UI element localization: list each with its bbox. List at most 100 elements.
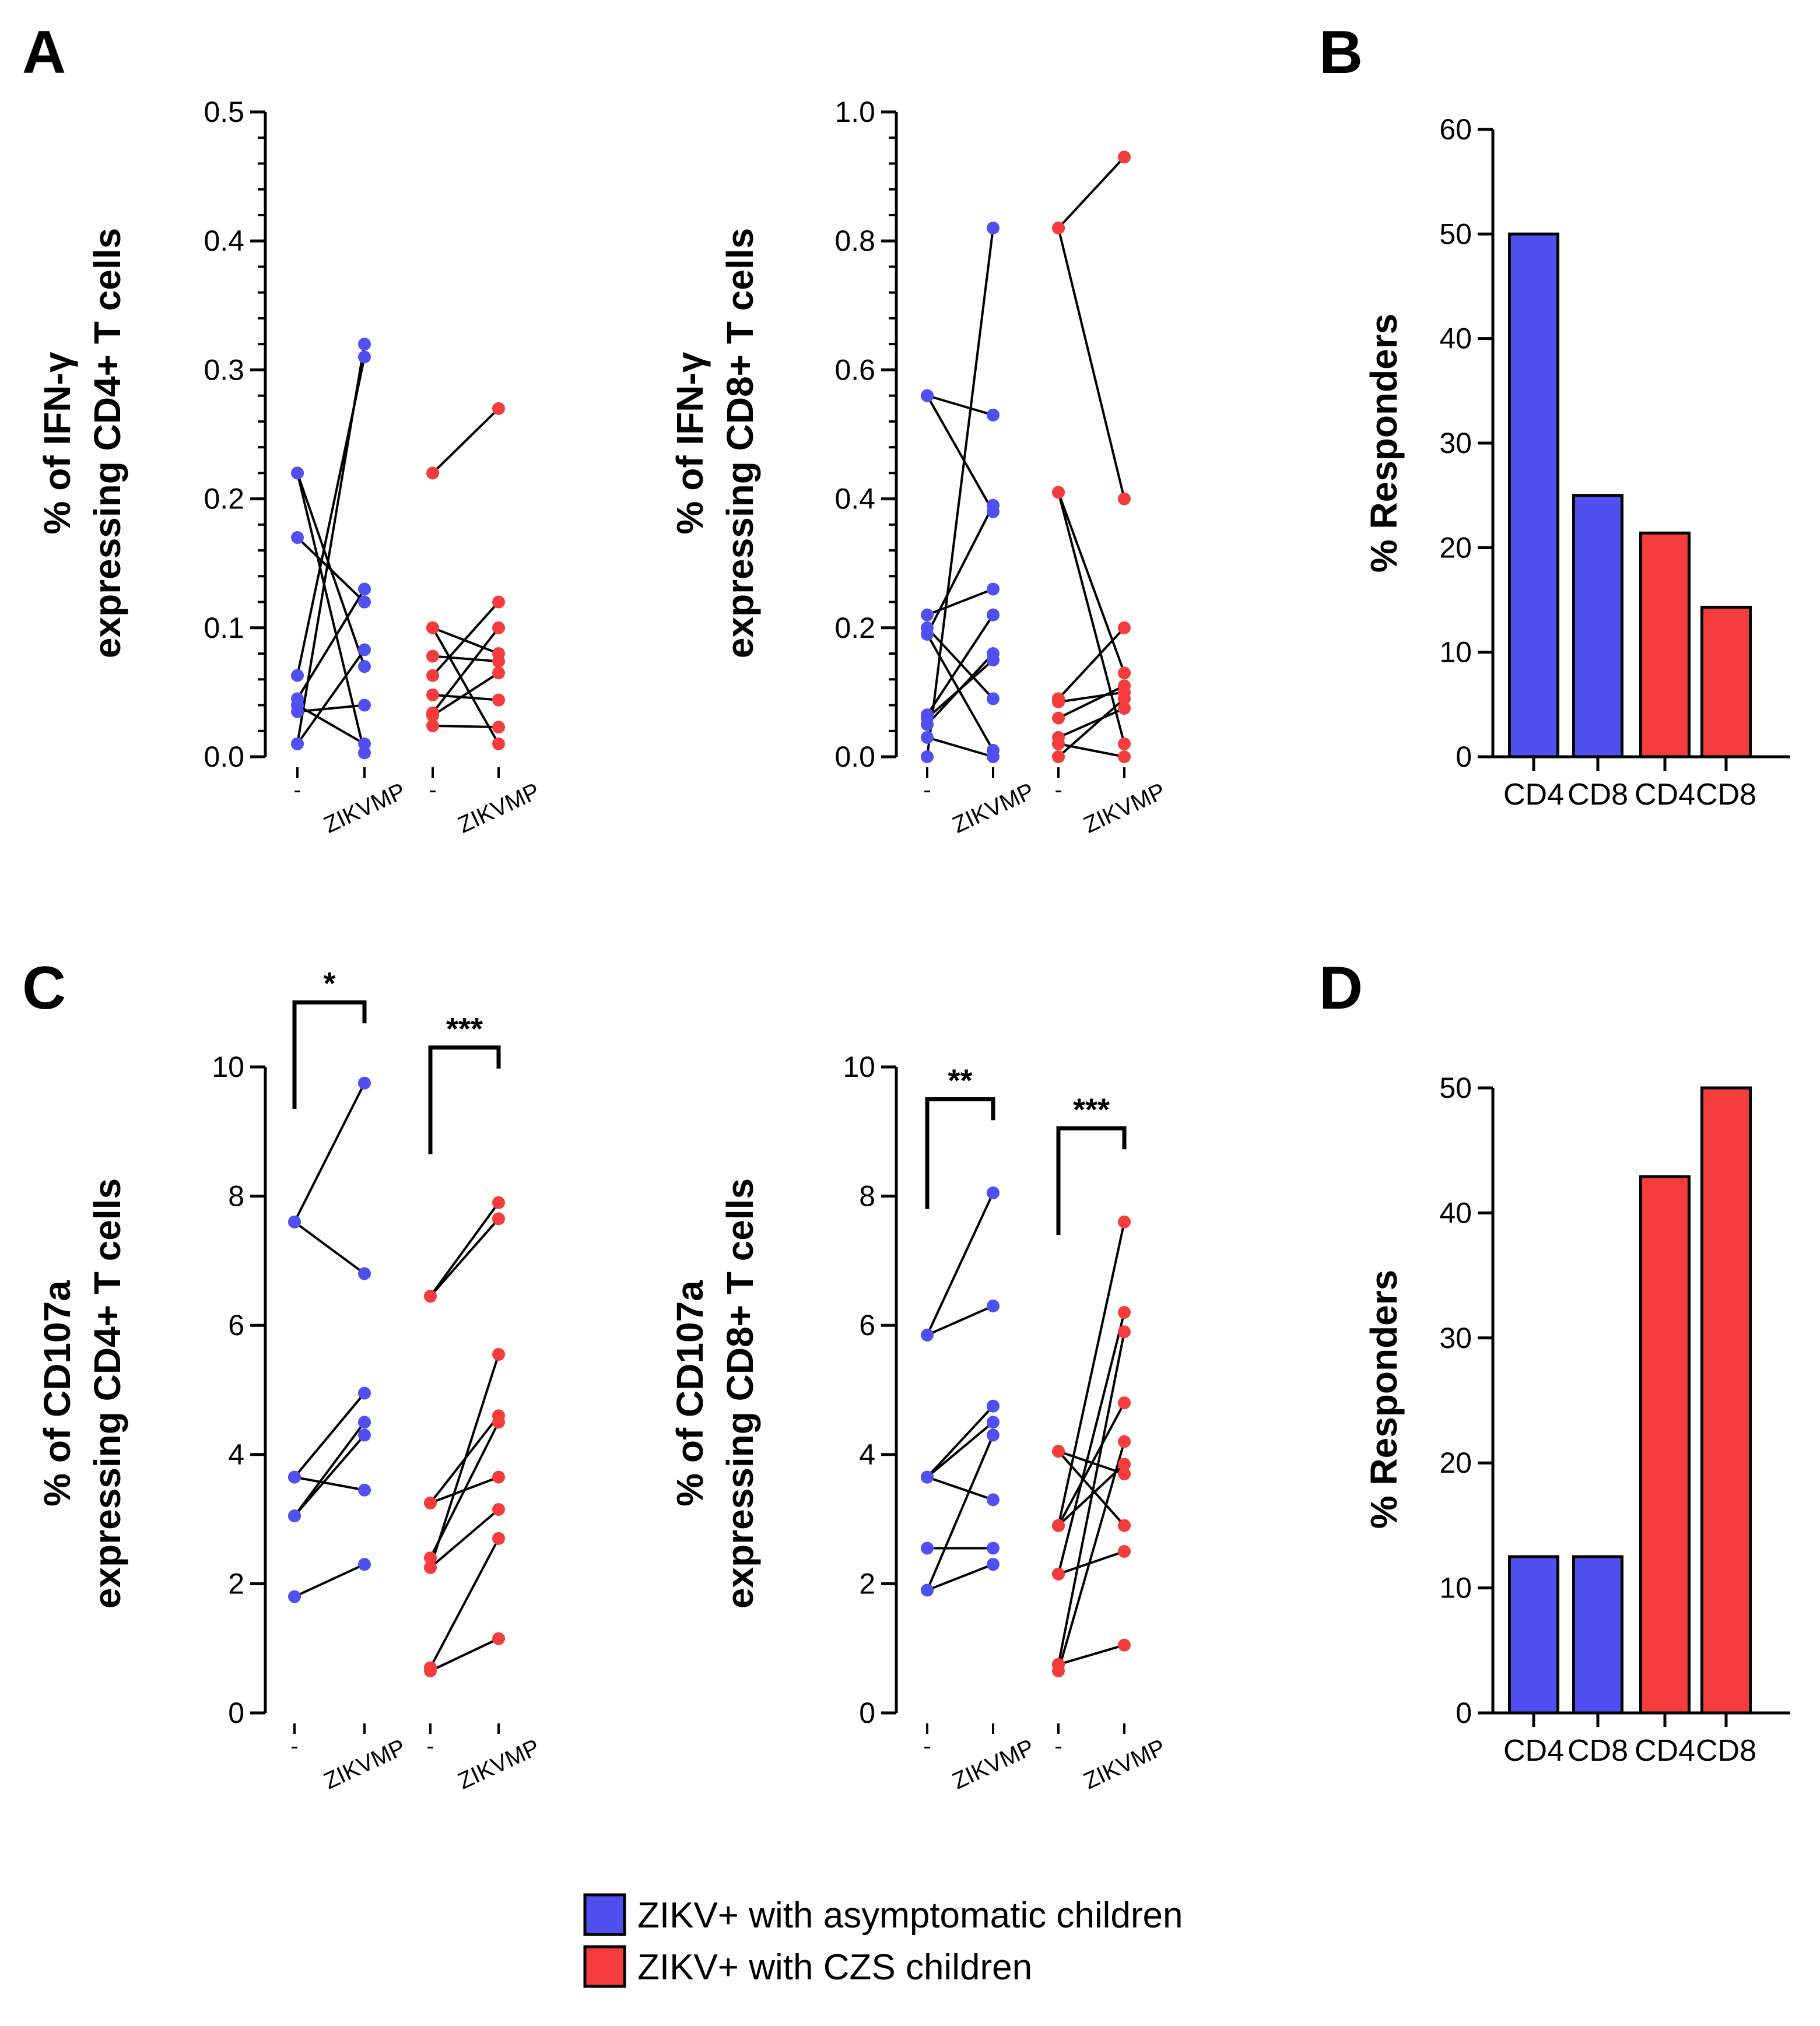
data-point: [492, 1532, 505, 1545]
data-point: [1052, 711, 1065, 725]
paired-line: [927, 736, 994, 758]
data-point: [492, 1416, 505, 1429]
y-tick-label: 10: [843, 1051, 875, 1083]
bar: [1572, 494, 1623, 759]
paired-line: [926, 1405, 994, 1478]
panel-letter-c: C: [22, 954, 66, 1022]
x-tick-label: CD4: [1503, 1734, 1564, 1768]
paired-line: [296, 536, 366, 603]
data-point: [492, 402, 505, 415]
data-point: [921, 608, 934, 622]
paired-line: [1057, 1402, 1125, 1526]
data-point: [291, 466, 304, 480]
y-tick-label: 6: [228, 1309, 244, 1342]
paired-line: [926, 395, 994, 512]
significance-label: ***: [446, 1012, 483, 1047]
y-tick-label: 8: [859, 1180, 875, 1213]
data-point: [492, 1632, 505, 1645]
data-point: [987, 582, 1000, 596]
data-point: [358, 1267, 371, 1280]
significance-label: *: [323, 966, 335, 1001]
data-point: [987, 1542, 1000, 1555]
data-point: [492, 1212, 505, 1226]
data-point: [921, 750, 934, 763]
data-point: [358, 698, 371, 712]
x-tick-label: -: [293, 777, 301, 803]
y-tick-label: 0.8: [834, 224, 875, 257]
chart-ifng-cd4: 0.0 0.1 0.2 0.3 0.4 0.5 % of IFN-γ expressing C…: [36, 96, 543, 838]
data-point: [987, 1558, 1000, 1571]
legend-label-czs: ZIKV+ with CZS children: [637, 1947, 1032, 1988]
paired-line: [1058, 742, 1125, 758]
bar: [1700, 606, 1752, 759]
data-point: [987, 222, 1000, 235]
x-tick-label: -: [426, 1733, 434, 1759]
y-tick-label: 0.0: [834, 740, 875, 773]
paired-line: [926, 659, 994, 719]
paired-line: [430, 1637, 499, 1672]
data-point: [987, 505, 1000, 518]
data-point: [987, 1186, 1000, 1200]
data-point: [426, 719, 439, 732]
data-point: [424, 1290, 437, 1303]
data-point: [921, 1583, 934, 1597]
x-tick-label: -: [429, 777, 436, 803]
paired-line: [926, 227, 994, 757]
data-point: [987, 1299, 1000, 1312]
x-tick-label: ZIKVMP: [320, 1734, 410, 1795]
data-point: [492, 737, 505, 750]
x-tick-label: CD8: [1567, 778, 1628, 812]
y-tick-label: 4: [228, 1438, 244, 1471]
data-point: [1118, 750, 1131, 763]
y-tick-label: 1.0: [834, 96, 875, 128]
paired-line: [429, 1354, 500, 1568]
y-tick-label: 30: [1439, 427, 1472, 459]
data-point: [426, 688, 439, 701]
data-point: [1052, 1567, 1065, 1581]
y-tick-label: 0: [1456, 740, 1472, 773]
data-point: [358, 1416, 371, 1429]
data-point: [987, 750, 1000, 763]
data-point: [1118, 1435, 1131, 1448]
paired-line: [1057, 627, 1125, 700]
panel-letter-d: D: [1319, 954, 1363, 1022]
chart-cd107a-cd4: 0 2 4 6 8 10 % of CD107a expressing CD4+ T cell…: [36, 966, 543, 1794]
paired-line: [926, 633, 994, 751]
panel-letter-b: B: [1319, 19, 1363, 86]
y-tick-label: 10: [212, 1051, 244, 1083]
paired-line: [927, 588, 994, 616]
data-point: [492, 693, 505, 707]
paired-line: [429, 1218, 500, 1297]
data-point: [1118, 702, 1131, 715]
data-point: [358, 338, 371, 351]
data-point: [288, 1509, 301, 1523]
y-tick-label: 2: [859, 1567, 875, 1600]
x-tick-label: CD4: [1635, 1734, 1695, 1768]
data-point: [358, 595, 371, 609]
data-point: [1118, 666, 1131, 680]
paired-line: [296, 649, 366, 745]
y-tick-label: 4: [859, 1438, 875, 1471]
data-point: [426, 649, 439, 663]
data-point: [358, 1386, 371, 1400]
chart-ifng-cd8: 0.0 0.2 0.4 0.6 0.8 1.0 % of IFN-γ expressing C…: [669, 96, 1169, 838]
data-point: [987, 1399, 1000, 1413]
bar: [1508, 232, 1559, 759]
y-tick-label: 8: [228, 1180, 244, 1213]
y-tick-label: 0.6: [834, 353, 875, 386]
paired-line: [926, 1192, 994, 1336]
paired-line: [927, 1305, 994, 1336]
paired-line: [1057, 1450, 1125, 1527]
paired-line: [1057, 1312, 1125, 1575]
y-axis-title: % of IFN-γ expressing CD8+ T cells: [669, 228, 761, 658]
data-point: [358, 350, 371, 364]
paired-line: [1058, 707, 1125, 739]
y-tick-label: 20: [1439, 1446, 1472, 1479]
paired-line: [293, 1421, 366, 1517]
data-point: [424, 1551, 437, 1565]
data-point: [987, 1416, 1000, 1429]
bar: [1639, 1175, 1691, 1715]
legend-swatch-asymptomatic: [583, 1893, 626, 1936]
paired-line: [1057, 697, 1125, 758]
